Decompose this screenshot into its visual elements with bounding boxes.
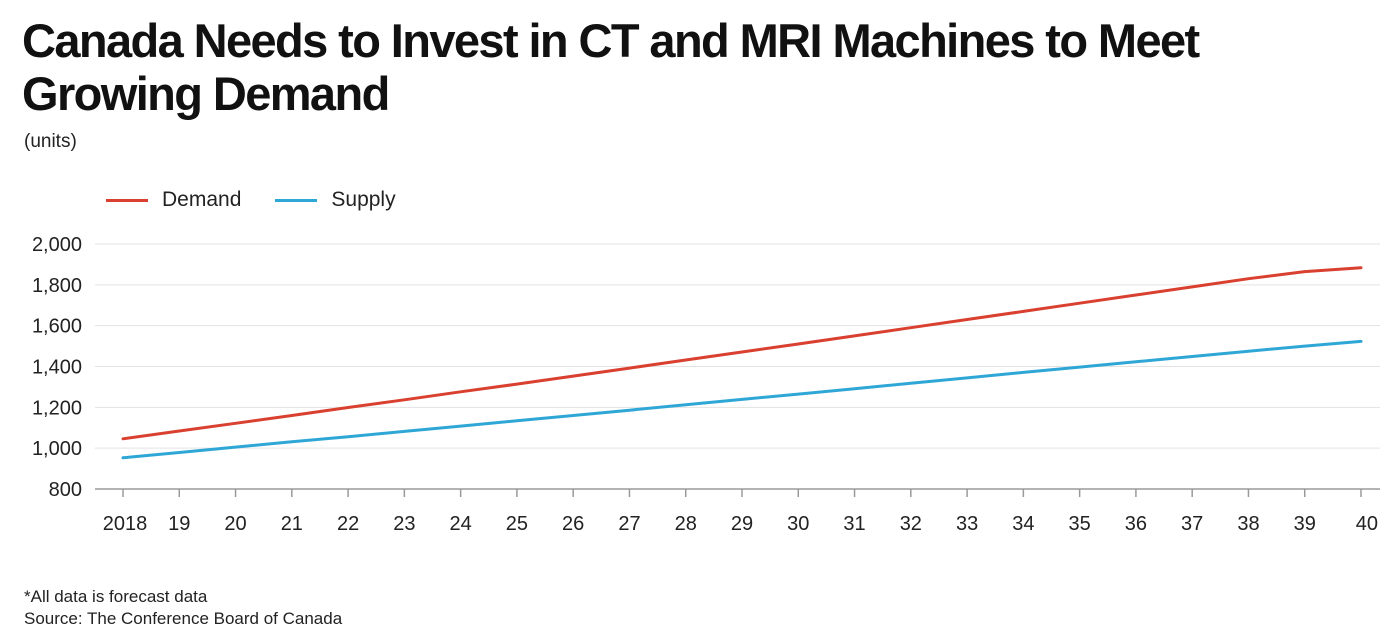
chart-subtitle: (units) bbox=[24, 131, 77, 152]
series-lines bbox=[121, 266, 1363, 460]
legend-label-supply: Supply bbox=[331, 188, 396, 211]
x-tick-label: 26 bbox=[562, 513, 584, 535]
x-tick-label: 38 bbox=[1237, 513, 1259, 535]
x-tick-label: 36 bbox=[1125, 513, 1147, 535]
footnote-forecast: *All data is forecast data bbox=[24, 587, 208, 606]
legend: Demand Supply bbox=[106, 186, 430, 214]
x-axis bbox=[95, 488, 1380, 497]
x-tick-label: 21 bbox=[281, 513, 303, 535]
x-tick-label: 22 bbox=[337, 513, 359, 535]
y-tick-label: 800 bbox=[49, 479, 82, 501]
series-line-supply bbox=[121, 339, 1363, 460]
x-axis-labels: 2018 19 20 21 22 23 24 25 26 27 28 29 30 31 32 33 34 35 36… bbox=[103, 513, 1378, 535]
x-tick-label: 30 bbox=[787, 513, 809, 535]
x-tick-label: 35 bbox=[1069, 513, 1091, 535]
legend-swatch-demand bbox=[106, 198, 148, 202]
y-tick-label: 1,200 bbox=[32, 397, 82, 419]
x-tick-label: 33 bbox=[956, 513, 978, 535]
x-tick-label: 2018 bbox=[103, 513, 148, 535]
x-tick-label: 20 bbox=[224, 513, 246, 535]
x-tick-label: 34 bbox=[1012, 513, 1034, 535]
x-tick-label: 28 bbox=[675, 513, 697, 535]
gridlines bbox=[95, 243, 1380, 449]
x-tick-label: 25 bbox=[506, 513, 528, 535]
x-tick-label: 31 bbox=[843, 513, 865, 535]
y-tick-label: 1,600 bbox=[32, 316, 82, 338]
x-tick-label: 37 bbox=[1181, 513, 1203, 535]
x-tick-label: 39 bbox=[1294, 513, 1316, 535]
chart-title: Canada Needs to Invest in CT and MRI Mac… bbox=[22, 14, 1200, 120]
series-line-demand bbox=[121, 266, 1363, 441]
legend-swatch-supply bbox=[275, 198, 318, 202]
footnote-source: Source: The Conference Board of Canada bbox=[24, 609, 343, 628]
y-tick-label: 1,400 bbox=[32, 357, 82, 379]
legend-label-demand: Demand bbox=[162, 188, 242, 211]
x-tick-label: 29 bbox=[731, 513, 753, 535]
legend-item-supply: Supply bbox=[275, 188, 396, 212]
x-tick-label: 24 bbox=[450, 513, 472, 535]
legend-item-demand: Demand bbox=[106, 188, 241, 212]
y-axis-labels: 2,000 1,800 1,600 1,400 1,200 1,000 800 bbox=[32, 234, 82, 501]
x-tick-label: 40 bbox=[1356, 513, 1378, 535]
x-tick-label: 23 bbox=[393, 513, 415, 535]
x-tick-label: 27 bbox=[618, 513, 640, 535]
y-tick-label: 2,000 bbox=[32, 234, 82, 256]
x-tick-label: 19 bbox=[168, 513, 190, 535]
x-tick-label: 32 bbox=[900, 513, 922, 535]
y-tick-label: 1,800 bbox=[32, 275, 82, 297]
y-tick-label: 1,000 bbox=[32, 438, 82, 460]
